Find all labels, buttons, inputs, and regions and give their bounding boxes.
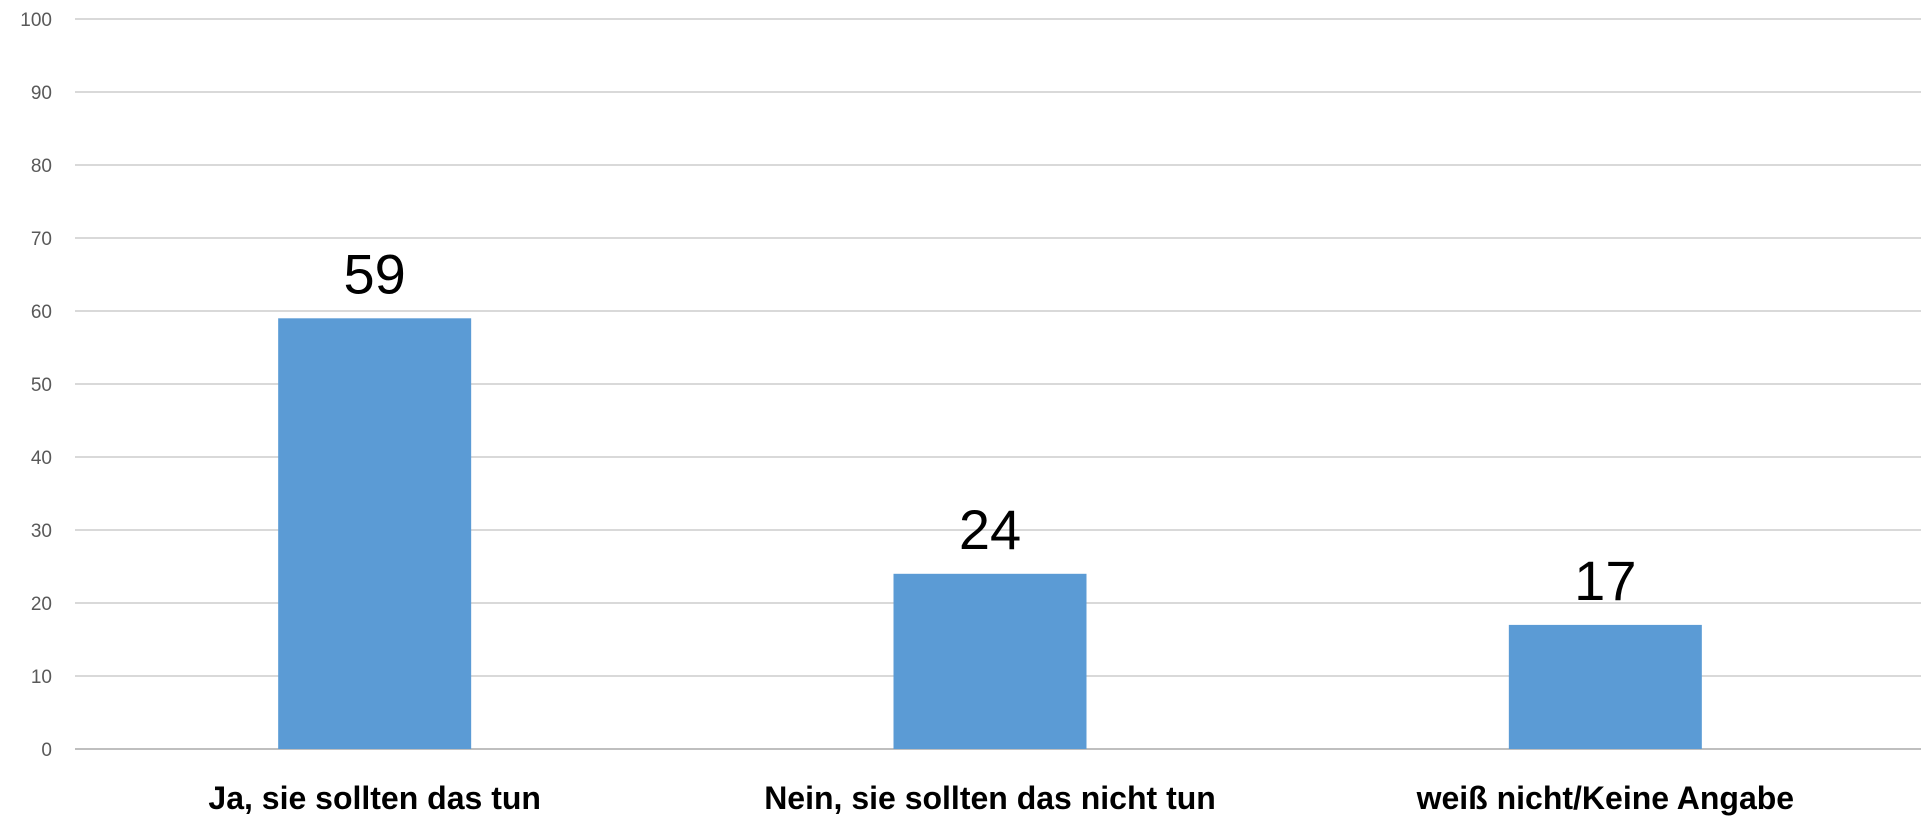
y-tick-label: 70: [31, 229, 52, 250]
bars: [278, 318, 1702, 749]
bar: [278, 318, 472, 749]
y-tick-label: 0: [41, 740, 52, 761]
data-labels: 59 24 17: [344, 242, 1637, 612]
y-tick-label: 100: [20, 10, 52, 31]
y-tick-label: 50: [31, 375, 52, 396]
y-tick-label: 60: [31, 302, 52, 323]
x-category-label: weiß nicht/Keine Angabe: [1416, 780, 1795, 816]
x-category-label: Ja, sie sollten das tun: [208, 780, 541, 816]
y-tick-label: 40: [31, 448, 52, 469]
y-tick-label: 90: [31, 83, 52, 104]
y-axis-ticks: 0 10 20 30 40 50 60 70 80 90 100: [20, 10, 52, 761]
y-tick-label: 30: [31, 521, 52, 542]
y-tick-label: 10: [31, 667, 52, 688]
y-tick-label: 20: [31, 594, 52, 615]
data-label: 24: [959, 498, 1021, 561]
bar: [1508, 624, 1702, 749]
y-tick-label: 80: [31, 156, 52, 177]
x-axis-categories: Ja, sie sollten das tun Nein, sie sollten…: [208, 780, 1794, 816]
bar: [893, 573, 1087, 749]
x-category-label: Nein, sie sollten das nicht tun: [764, 780, 1216, 816]
data-label: 17: [1574, 549, 1636, 612]
data-label: 59: [344, 242, 406, 305]
